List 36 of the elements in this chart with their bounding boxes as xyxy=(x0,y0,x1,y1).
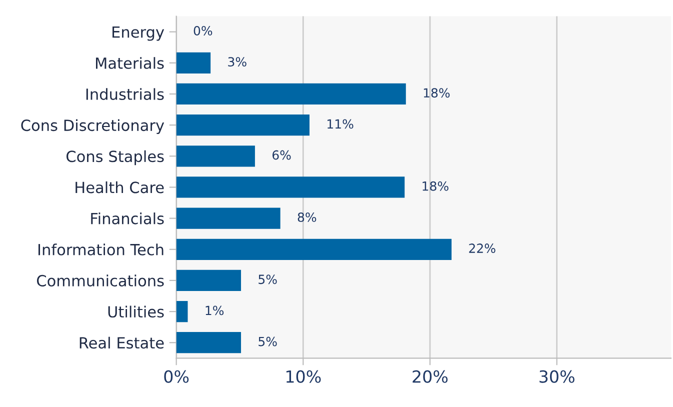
y-tick-label: Information Tech xyxy=(38,244,164,256)
data-label: 0% xyxy=(194,26,212,36)
x-tick-label: 10% xyxy=(286,370,321,383)
data-label: 8% xyxy=(298,212,316,222)
bar xyxy=(176,270,242,292)
bar xyxy=(176,146,255,167)
y-tick-label: Real Estate xyxy=(80,336,164,349)
data-label: 5% xyxy=(258,274,277,284)
data-label: 5% xyxy=(258,336,277,346)
y-tick-label: Materials xyxy=(96,57,164,69)
data-label: 22% xyxy=(469,244,496,254)
y-tick-label: Industrials xyxy=(86,88,164,100)
bar xyxy=(176,52,211,74)
y-tick-label: Cons Discretionary xyxy=(21,119,164,134)
x-tick-label: 20% xyxy=(412,370,448,383)
y-tick-label: Energy xyxy=(112,26,164,41)
data-label: 1% xyxy=(206,306,224,316)
y-tick-label: Health Care xyxy=(76,181,164,194)
bar xyxy=(176,114,310,136)
bar xyxy=(176,176,405,198)
bar xyxy=(176,208,280,229)
y-tick-label: Communications xyxy=(37,274,164,286)
data-label: 3% xyxy=(228,57,246,67)
bar xyxy=(176,332,242,354)
data-label: 18% xyxy=(422,181,448,191)
bar xyxy=(176,238,452,260)
data-label: 6% xyxy=(272,150,291,160)
bar xyxy=(176,83,406,105)
y-tick-label: Utilities xyxy=(108,306,164,318)
y-tick-label: Cons Staples xyxy=(66,150,164,166)
bar xyxy=(176,300,188,322)
x-tick-label: 30% xyxy=(540,370,574,383)
x-tick-label: 0% xyxy=(164,370,189,383)
y-tick-label: Financials xyxy=(91,212,164,224)
data-label: 11% xyxy=(328,119,354,129)
data-label: 18% xyxy=(424,88,450,98)
